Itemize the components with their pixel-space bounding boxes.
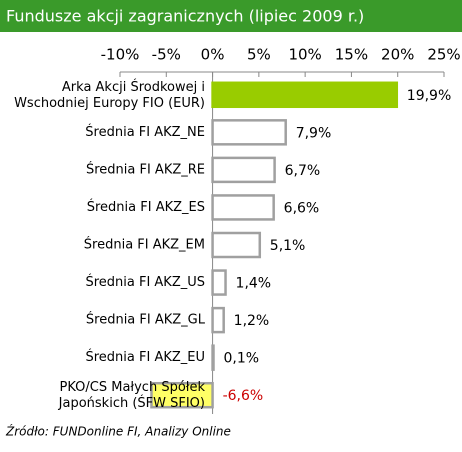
x-tick-label: 0% xyxy=(201,46,225,64)
category-label: Średnia FI AKZ_ES xyxy=(87,199,205,215)
x-tick-label: 25% xyxy=(427,46,460,64)
category-label: Średnia FI AKZ_GL xyxy=(86,312,206,328)
category-label: Średnia FI AKZ_EM xyxy=(84,237,205,253)
value-label: 5,1% xyxy=(270,238,306,254)
value-label: 0,1% xyxy=(223,351,259,367)
title-bar xyxy=(0,0,462,32)
value-label: 1,2% xyxy=(234,313,270,329)
value-label: 1,4% xyxy=(236,276,272,292)
bar xyxy=(211,344,215,371)
bar xyxy=(150,381,214,409)
value-label: 19,9% xyxy=(407,88,451,104)
bar xyxy=(211,306,225,334)
x-tick-label: 20% xyxy=(381,46,414,64)
chart-title: Fundusze akcji zagranicznych (lipiec 200… xyxy=(6,7,364,26)
value-label: 6,7% xyxy=(285,163,321,179)
category-label: PKO/CS Małych Spółek Japońskich (ŚFW SFIO… xyxy=(58,380,206,411)
value-label: 7,9% xyxy=(296,125,332,141)
bar xyxy=(211,119,287,146)
category-label: Średnia FI AKZ_RE xyxy=(86,161,205,177)
x-tick-label: 15% xyxy=(335,46,368,64)
x-tick-label: -5% xyxy=(152,46,181,64)
value-label: 6,6% xyxy=(284,200,320,216)
bar xyxy=(211,269,227,296)
category-label: Średnia FI AKZ_US xyxy=(85,274,205,290)
category-label: Średnia FI AKZ_NE xyxy=(85,124,205,140)
x-tick-label: 5% xyxy=(247,46,271,64)
bar xyxy=(211,156,276,184)
category-label: Arka Akcji Środkowej i Wschodniej Europy … xyxy=(14,78,205,110)
bar xyxy=(211,194,275,221)
category-label: Średnia FI AKZ_EU xyxy=(85,349,205,365)
value-label: -6,6% xyxy=(223,388,264,404)
x-tick-label: 10% xyxy=(288,46,321,64)
bar xyxy=(211,231,262,259)
source: Źródło: FUNDonline FI, Analizy Online xyxy=(5,424,231,439)
x-tick-label: -10% xyxy=(101,46,140,64)
bar xyxy=(211,81,399,109)
